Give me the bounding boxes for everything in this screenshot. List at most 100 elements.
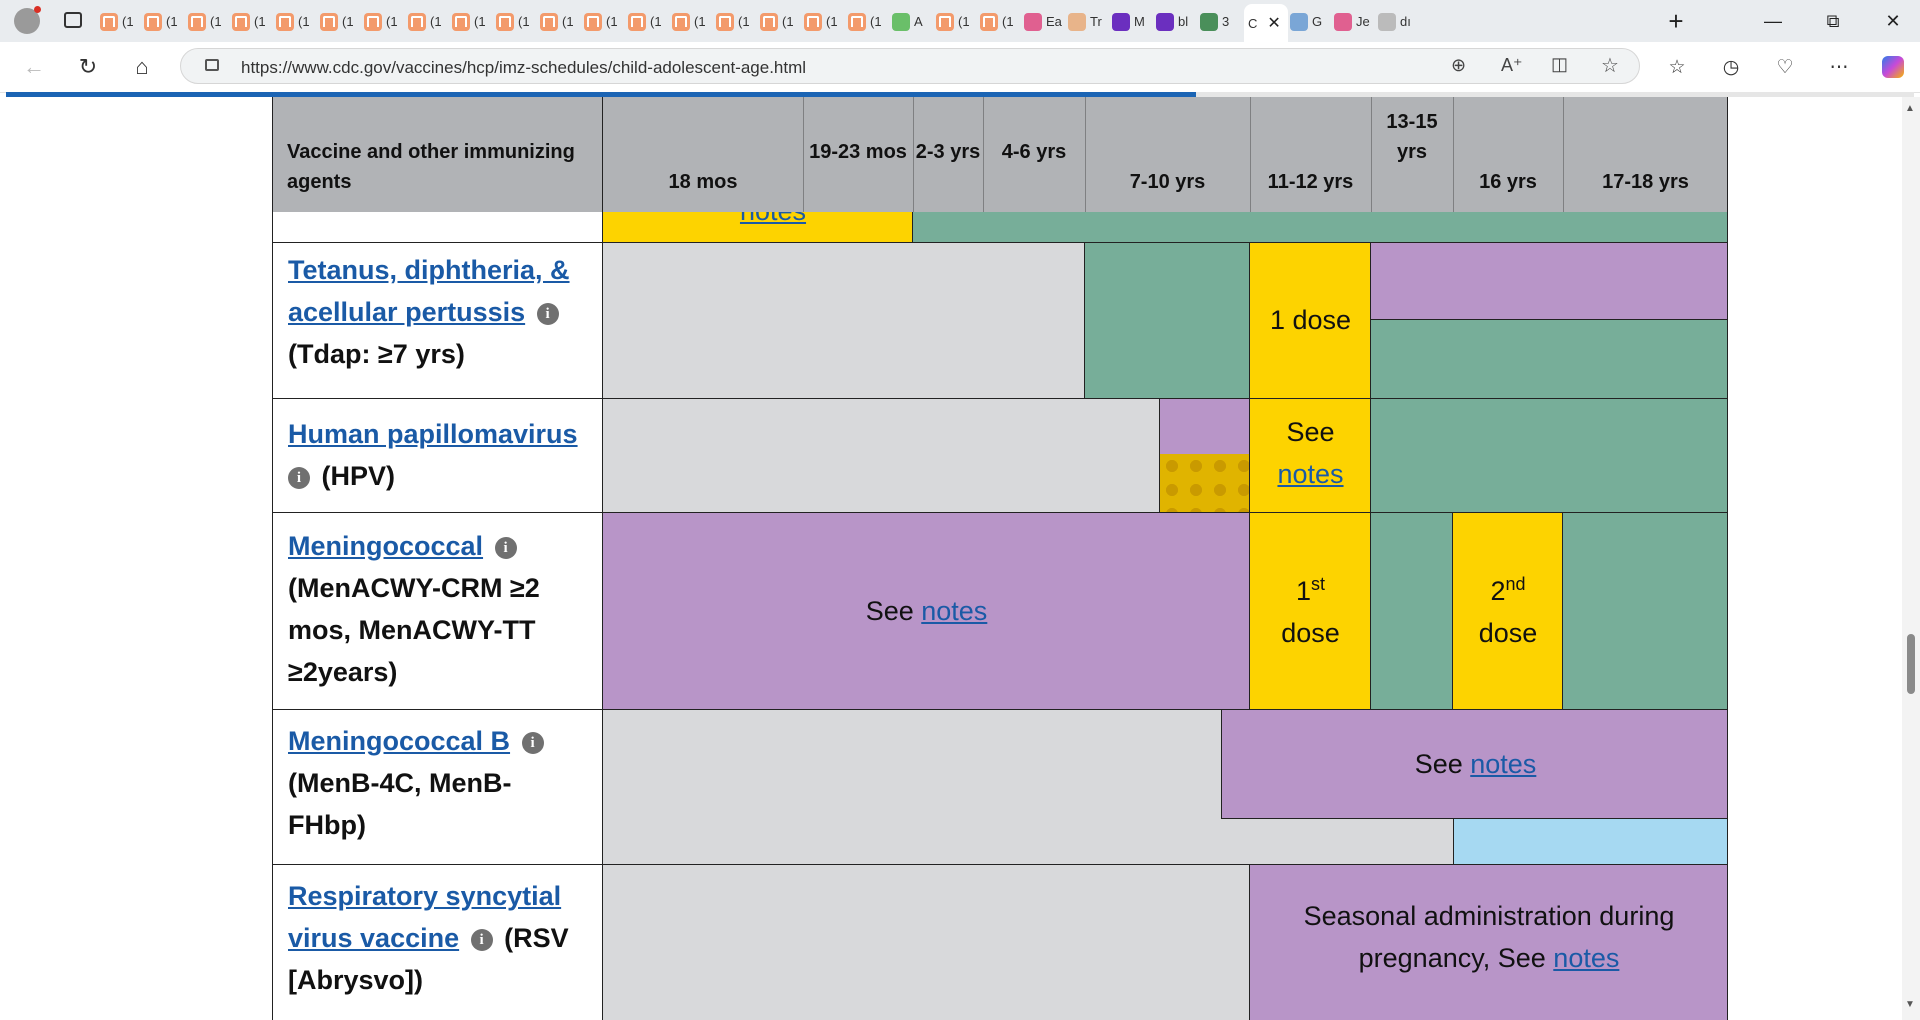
tab[interactable]: (1 [936, 5, 976, 38]
header-separator [1563, 97, 1564, 212]
tab[interactable]: bl [1156, 5, 1196, 38]
prev-row-notes-link[interactable]: notes [703, 212, 843, 232]
row-divider [273, 398, 1728, 399]
rsv-notes-link[interactable]: notes [1553, 943, 1620, 973]
minimize-button[interactable]: — [1764, 10, 1782, 31]
bookmark-icon [320, 12, 338, 31]
rsv-purple-cell: Seasonal administration during pregnancy… [1250, 865, 1728, 1020]
bookmark-icon [100, 12, 118, 31]
menacwy-notes-link[interactable]: notes [921, 596, 988, 626]
tab[interactable]: (1 [716, 5, 756, 38]
lock-icon[interactable] [205, 59, 219, 71]
bookmark-icon [232, 12, 250, 31]
tab[interactable]: (1 [672, 5, 712, 38]
bookmark-icon [936, 12, 954, 31]
info-icon[interactable]: i [494, 536, 517, 559]
tab[interactable]: (1 [540, 5, 580, 38]
menacwy-dose2-cell: 2nd dose [1453, 513, 1563, 709]
back-button[interactable]: ← [23, 54, 45, 79]
tab[interactable]: (1 [584, 5, 624, 38]
tab[interactable]: M [1112, 5, 1152, 38]
tab-title: G [1312, 14, 1323, 29]
menacwy-green-cell [1371, 513, 1453, 709]
tab[interactable]: (1 [320, 5, 360, 38]
video-icon [1024, 12, 1042, 31]
tab[interactable]: Tr [1068, 5, 1108, 38]
tab[interactable]: (1 [188, 5, 228, 38]
tab-title: (1 [474, 14, 486, 29]
header-age-5: 11-12 yrs [1267, 171, 1354, 193]
history-icon[interactable]: ◷ [1722, 56, 1740, 78]
page-scrollbar[interactable]: ▲ ▼ [1902, 97, 1920, 1020]
read-aloud-icon[interactable]: A⁺ [1501, 55, 1523, 75]
menacwy-dose1-cell: 1st dose [1250, 513, 1371, 709]
menb-gray-cell [603, 710, 1221, 864]
copilot-icon[interactable] [1876, 50, 1910, 84]
header-age-6: 13-15 yrs [1386, 111, 1438, 163]
scroll-down-arrow[interactable]: ▼ [1905, 999, 1915, 1010]
tab[interactable]: (1 [760, 5, 800, 38]
circle-icon [1068, 12, 1086, 31]
page-content: Vaccine and other immunizing agents 18 m… [0, 97, 1902, 1020]
tab[interactable]: (1 [232, 5, 272, 38]
tab[interactable]: (1 [980, 5, 1020, 38]
tab[interactable]: (1 [496, 5, 536, 38]
close-window-button[interactable]: ✕ [1885, 10, 1901, 31]
menacwy-link[interactable]: Meningococcal [288, 531, 484, 561]
refresh-button[interactable]: ↻ [78, 54, 98, 79]
menb-link[interactable]: Meningococcal B [288, 726, 511, 756]
tab[interactable]: (1 [100, 5, 140, 38]
immersive-reader-icon[interactable]: ◫ [1551, 54, 1569, 74]
tab[interactable]: Je [1334, 5, 1374, 38]
tab[interactable]: A [892, 5, 932, 38]
new-tab-button[interactable]: + [1668, 6, 1684, 36]
menacwy-see-notes: See notes [865, 596, 988, 626]
tab-title: (1 [562, 14, 574, 29]
scroll-up-arrow[interactable]: ▲ [1905, 103, 1915, 114]
tab[interactable]: Ea [1024, 5, 1064, 38]
close-tab-icon[interactable]: ✕ [1267, 15, 1281, 32]
tdap-purple-cell [1371, 243, 1728, 320]
video-icon [1334, 12, 1352, 31]
hpv-green-cell [1371, 399, 1728, 512]
tab-actions-icon[interactable] [64, 12, 82, 28]
table-left-border [272, 97, 273, 1020]
tab[interactable]: (1 [408, 5, 448, 38]
tab-title: (1 [650, 14, 662, 29]
favorite-star-icon[interactable]: ☆ [1601, 55, 1619, 77]
info-icon[interactable]: i [470, 928, 493, 951]
info-icon[interactable]: i [521, 731, 544, 754]
info-icon[interactable]: i [288, 466, 310, 489]
tab[interactable]: dı [1378, 5, 1418, 38]
rsv-link[interactable]: Respiratory syncytial virus vaccine [288, 881, 562, 953]
zoom-icon[interactable]: ⊕ [1451, 55, 1467, 75]
hpv-link[interactable]: Human papillomavirus [288, 419, 578, 449]
tab[interactable]: (1 [276, 5, 316, 38]
address-bar[interactable]: https://www.cdc.gov/vaccines/hcp/imz-sch… [180, 48, 1640, 84]
menacwy-green-right-cell [1563, 513, 1728, 709]
tab[interactable]: (1 [364, 5, 404, 38]
hpv-notes-link[interactable]: notes [1277, 459, 1344, 489]
tab[interactable]: 3 [1200, 5, 1240, 38]
home-button[interactable]: ⌂ [135, 54, 149, 79]
tab[interactable]: G [1290, 5, 1330, 38]
favorites-icon[interactable]: ☆ [1668, 56, 1686, 78]
search-icon [1378, 12, 1396, 31]
restore-button[interactable]: ⧉ [1826, 10, 1840, 31]
more-menu-icon[interactable]: ⋯ [1829, 56, 1849, 78]
tdap-link[interactable]: Tetanus, diphtheria, & acellular pertuss… [288, 255, 570, 327]
tab[interactable]: (1 [628, 5, 668, 38]
scrollbar-thumb[interactable] [1907, 634, 1915, 694]
tab[interactable]: (1 [144, 5, 184, 38]
notification-dot [34, 6, 41, 13]
tab[interactable]: (1 [452, 5, 492, 38]
menb-notes-link[interactable]: notes [1470, 749, 1537, 779]
info-icon[interactable]: i [536, 302, 559, 325]
header-separator [1453, 97, 1454, 212]
performance-icon[interactable]: ♡ [1776, 56, 1794, 78]
tab[interactable]: (1 [848, 5, 888, 38]
rsv-seasonal-text: Seasonal administration during pregnancy… [1303, 901, 1675, 973]
tab[interactable]: (1 [804, 5, 844, 38]
tab-active[interactable]: C ✕ [1244, 4, 1288, 42]
header-separator [1085, 97, 1086, 212]
